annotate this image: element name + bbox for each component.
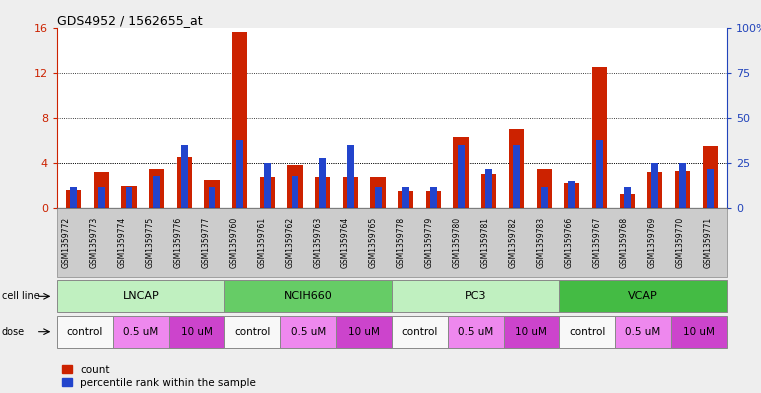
- Bar: [647, 172, 662, 208]
- Text: GSM1359772: GSM1359772: [62, 217, 71, 268]
- Bar: [596, 140, 603, 208]
- Bar: [264, 163, 271, 208]
- Bar: [675, 171, 690, 208]
- Bar: [66, 190, 81, 208]
- Bar: [209, 187, 215, 208]
- Bar: [679, 163, 686, 208]
- Bar: [347, 145, 354, 208]
- Text: GSM1359769: GSM1359769: [648, 217, 657, 268]
- Bar: [513, 145, 520, 208]
- Bar: [403, 187, 409, 208]
- Bar: [291, 176, 298, 208]
- Bar: [568, 181, 575, 208]
- Text: GSM1359760: GSM1359760: [230, 217, 238, 268]
- Bar: [98, 187, 105, 208]
- Text: 0.5 uM: 0.5 uM: [291, 327, 326, 337]
- Text: 10 uM: 10 uM: [683, 327, 715, 337]
- Bar: [651, 163, 658, 208]
- Bar: [481, 174, 496, 208]
- Text: GSM1359762: GSM1359762: [285, 217, 295, 268]
- Bar: [486, 169, 492, 208]
- Legend: count, percentile rank within the sample: count, percentile rank within the sample: [62, 365, 256, 388]
- Text: GSM1359766: GSM1359766: [565, 217, 573, 268]
- Text: GDS4952 / 1562655_at: GDS4952 / 1562655_at: [57, 14, 202, 27]
- Bar: [232, 32, 247, 208]
- Bar: [70, 187, 77, 208]
- Bar: [454, 137, 469, 208]
- Bar: [149, 169, 164, 208]
- Text: GSM1359761: GSM1359761: [257, 217, 266, 268]
- Text: GSM1359770: GSM1359770: [676, 217, 685, 268]
- Bar: [509, 129, 524, 208]
- Text: cell line: cell line: [2, 291, 40, 301]
- Bar: [426, 191, 441, 208]
- Text: GSM1359776: GSM1359776: [174, 217, 183, 268]
- Bar: [126, 187, 132, 208]
- Text: LNCAP: LNCAP: [123, 291, 159, 301]
- Text: 0.5 uM: 0.5 uM: [626, 327, 661, 337]
- Text: GSM1359774: GSM1359774: [118, 217, 127, 268]
- Text: GSM1359763: GSM1359763: [314, 217, 322, 268]
- Text: GSM1359768: GSM1359768: [620, 217, 629, 268]
- Bar: [177, 158, 192, 208]
- Text: PC3: PC3: [465, 291, 486, 301]
- Bar: [619, 194, 635, 208]
- Text: GSM1359781: GSM1359781: [481, 217, 489, 268]
- Bar: [320, 158, 326, 208]
- Bar: [592, 67, 607, 208]
- Bar: [624, 187, 631, 208]
- Text: 10 uM: 10 uM: [180, 327, 212, 337]
- Bar: [153, 176, 160, 208]
- Bar: [315, 177, 330, 208]
- Text: control: control: [402, 327, 438, 337]
- Text: 0.5 uM: 0.5 uM: [123, 327, 158, 337]
- Text: GSM1359764: GSM1359764: [341, 217, 350, 268]
- Text: control: control: [569, 327, 606, 337]
- Bar: [374, 187, 381, 208]
- Bar: [205, 180, 220, 208]
- Bar: [457, 145, 464, 208]
- Bar: [260, 177, 275, 208]
- Text: GSM1359782: GSM1359782: [508, 217, 517, 268]
- Bar: [540, 187, 547, 208]
- Bar: [236, 140, 244, 208]
- Bar: [537, 169, 552, 208]
- Bar: [564, 184, 579, 208]
- Bar: [430, 187, 437, 208]
- Text: GSM1359771: GSM1359771: [704, 217, 713, 268]
- Text: GSM1359777: GSM1359777: [202, 217, 211, 268]
- Bar: [122, 185, 137, 208]
- Text: VCAP: VCAP: [628, 291, 658, 301]
- Bar: [288, 165, 303, 208]
- Bar: [342, 177, 358, 208]
- Text: GSM1359765: GSM1359765: [369, 217, 378, 268]
- Text: GSM1359773: GSM1359773: [90, 217, 99, 268]
- Bar: [94, 172, 109, 208]
- Text: GSM1359779: GSM1359779: [425, 217, 434, 268]
- Text: control: control: [234, 327, 271, 337]
- Text: GSM1359783: GSM1359783: [537, 217, 546, 268]
- Bar: [371, 177, 386, 208]
- Text: dose: dose: [2, 327, 24, 337]
- Text: GSM1359780: GSM1359780: [453, 217, 462, 268]
- Bar: [181, 145, 188, 208]
- Bar: [702, 146, 718, 208]
- Text: GSM1359775: GSM1359775: [146, 217, 154, 268]
- Bar: [707, 169, 714, 208]
- Text: control: control: [67, 327, 103, 337]
- Text: 10 uM: 10 uM: [348, 327, 380, 337]
- Text: 0.5 uM: 0.5 uM: [458, 327, 493, 337]
- Text: 10 uM: 10 uM: [515, 327, 547, 337]
- Text: GSM1359778: GSM1359778: [397, 217, 406, 268]
- Bar: [398, 191, 413, 208]
- Text: NCIH660: NCIH660: [284, 291, 333, 301]
- Text: GSM1359767: GSM1359767: [592, 217, 601, 268]
